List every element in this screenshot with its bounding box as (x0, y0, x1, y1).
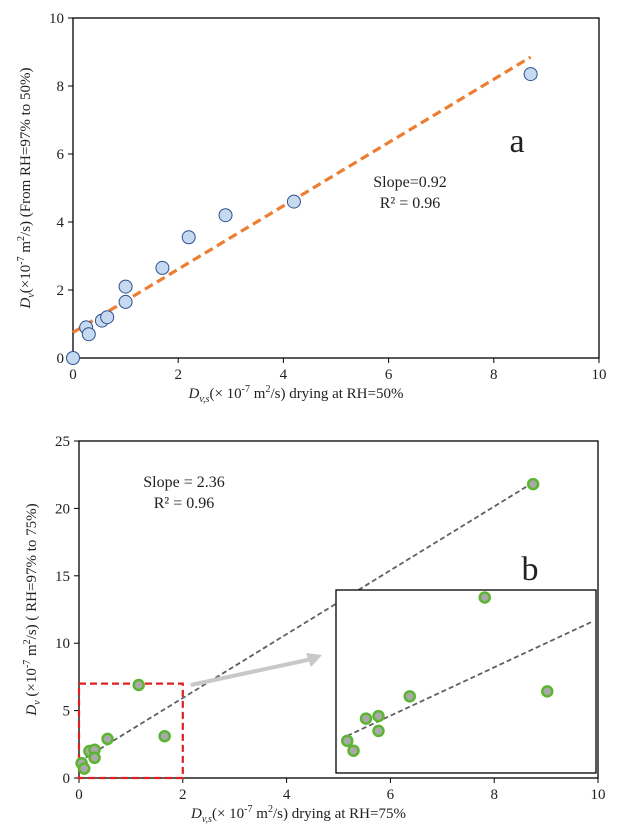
x-tick-label: 6 (385, 367, 393, 383)
inset-data-point (359, 712, 373, 725)
y-tick-label: 10 (49, 11, 64, 27)
x-axis-label: Dv,s(× 10-7 m2/s) drying at RH=75% (190, 804, 406, 825)
data-point (158, 729, 171, 743)
data-point (286, 194, 301, 209)
x-tick-label: 2 (174, 367, 182, 383)
inset-data-point (341, 734, 354, 748)
x-tick-label: 10 (591, 787, 606, 803)
x-tick-label: 0 (69, 367, 77, 383)
y-tick-label: 10 (55, 636, 70, 652)
y-tick-label: 5 (63, 704, 71, 720)
y-tick-label: 15 (55, 569, 70, 585)
y-tick-label: 2 (57, 283, 65, 299)
panel-label: a (509, 123, 524, 160)
inset-data-point (478, 591, 491, 604)
zoom-arrowhead (306, 653, 322, 667)
inset-frame (335, 589, 597, 774)
y-tick-label: 25 (55, 434, 70, 450)
y-tick-label: 0 (63, 771, 71, 787)
data-point (526, 477, 540, 491)
data-point (181, 230, 196, 245)
inset-data-point (403, 690, 416, 703)
inset-data-point (372, 724, 385, 738)
x-tick-label: 4 (280, 367, 288, 383)
r-squared-annotation: R² = 0.96 (154, 495, 215, 512)
x-tick-label: 0 (75, 787, 83, 803)
y-tick-label: 4 (57, 215, 65, 231)
y-tick-label: 0 (57, 351, 65, 367)
data-point (101, 732, 114, 746)
inset-data-point (541, 685, 554, 698)
data-point (218, 208, 233, 223)
inset-data-point (372, 709, 385, 723)
data-point (155, 260, 170, 275)
x-tick-label: 6 (387, 787, 395, 803)
panel-label: b (522, 551, 539, 588)
inset-data-point (347, 744, 360, 757)
zoom-arrow (190, 657, 313, 687)
x-tick-label: 2 (179, 787, 187, 803)
x-axis-label: Dv,s(× 10-7 m2/s) drying at RH=50% (188, 384, 404, 405)
chart-panel-a: 0 2 4 6 8 10 0 2 4 6 8 10 Dv,s(× 10-7 m2/s) drying a… (16, 11, 607, 405)
y-axis-label: Dv (×10-7 m2/s) ( RH=97% to 75%) (22, 503, 43, 716)
y-tick-label: 6 (57, 147, 65, 163)
x-tick-label: 10 (592, 367, 607, 383)
inset-trend-line (346, 621, 592, 737)
data-point (118, 294, 133, 309)
y-tick-label: 8 (57, 79, 65, 95)
data-point (88, 751, 101, 765)
data-point (523, 67, 538, 82)
x-tick-label: 8 (490, 787, 498, 803)
data-point (81, 327, 96, 342)
x-tick-label: 4 (283, 787, 291, 803)
data-point (66, 351, 80, 365)
y-axis-label: Dv(×10-7 m2/s) (From RH=97% to 50%) (16, 68, 37, 310)
data-point (100, 310, 115, 325)
r-squared-annotation: R² = 0.96 (380, 195, 441, 212)
plot-area-frame (72, 17, 600, 359)
plot-area-frame (78, 440, 599, 779)
data-point (132, 678, 145, 692)
data-point (77, 762, 91, 775)
data-point (118, 279, 133, 294)
y-tick-label: 20 (55, 501, 70, 517)
slope-annotation: Slope=0.92 (373, 174, 446, 191)
x-tick-label: 8 (490, 367, 498, 383)
chart-panel-b: 0 2 4 6 8 10 0 5 10 15 20 25 Dv,s(× 10-7 m2/s) dryin… (22, 434, 606, 825)
trend-line (72, 55, 532, 334)
slope-annotation: Slope = 2.36 (143, 474, 224, 491)
trend-line (78, 483, 532, 763)
